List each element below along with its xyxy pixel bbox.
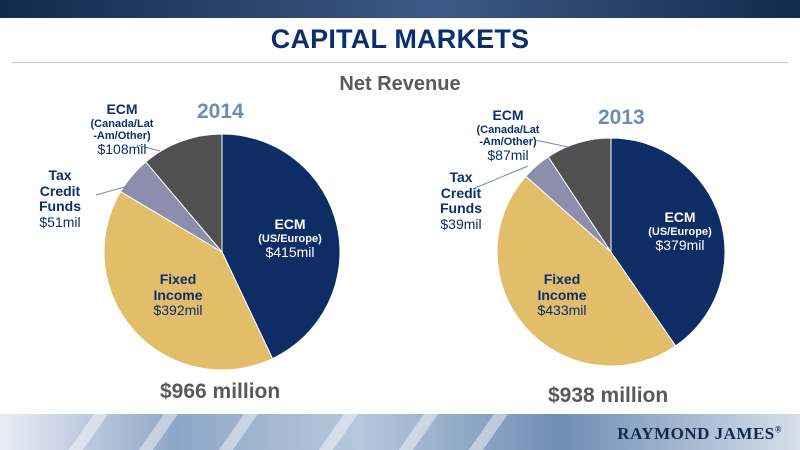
leader-line-2013-ecm-canada: [534, 139, 569, 148]
chart-subtitle: Net Revenue: [339, 73, 461, 95]
pie-2013-slice-ecm-us: [610, 137, 726, 347]
page-title: CAPITAL MARKETS: [270, 24, 530, 54]
leader-line-2013-tax-credit: [474, 165, 529, 189]
pie-2013-slice-fixed-income: [496, 175, 677, 367]
footer-stripe: [388, 414, 446, 450]
footer-stripe: [208, 414, 266, 450]
total-2014: $966 million: [160, 380, 281, 403]
footer-stripe: [128, 414, 186, 450]
label-2013-tax-credit: Tax Credit Funds $39mil: [440, 169, 482, 233]
footer-stripe: [58, 414, 116, 450]
pie-2014: [103, 133, 341, 371]
top-band: [0, 0, 800, 18]
label-2014-fixed-income: Fixed Income $392mil: [153, 271, 203, 319]
total-2013: $938 million: [548, 384, 669, 407]
footer-stripe: [308, 414, 366, 450]
label-2013-fixed-income: Fixed Income $433mil: [537, 271, 587, 319]
leader-line-2014-ecm-canada: [136, 144, 161, 152]
leader-line-2014-tax-credit: [95, 185, 129, 196]
raymond-james-logo: RAYMOND JAMES®: [617, 424, 782, 443]
label-2013-ecm-canada: ECM (Canada/Lat -Am/Other) $87mil: [476, 107, 540, 164]
pie-2014-slice-ecm-us: [221, 133, 341, 360]
pie-2013-slice-ecm-canada: [547, 137, 612, 254]
title-divider: [12, 62, 788, 63]
pie-2014-slice-fixed-income: [103, 190, 274, 371]
pie-2014-slice-ecm-canada: [145, 133, 223, 254]
pie-2014-title: 2014: [197, 100, 244, 123]
footer-stripe: [458, 414, 516, 450]
label-2014-tax-credit: Tax Credit Funds $51mil: [39, 167, 81, 231]
pie-2013-title: 2013: [598, 106, 645, 129]
label-2014-ecm-us: ECM (US/Europe) $415mil: [258, 216, 322, 260]
footer-band: RAYMOND JAMES®: [0, 414, 800, 450]
label-2013-ecm-us: ECM (US/Europe) $379mil: [648, 209, 712, 253]
pie-2013: [496, 137, 726, 367]
label-2014-ecm-canada: ECM (Canada/Lat -Am/Other) $108mil: [90, 101, 154, 158]
